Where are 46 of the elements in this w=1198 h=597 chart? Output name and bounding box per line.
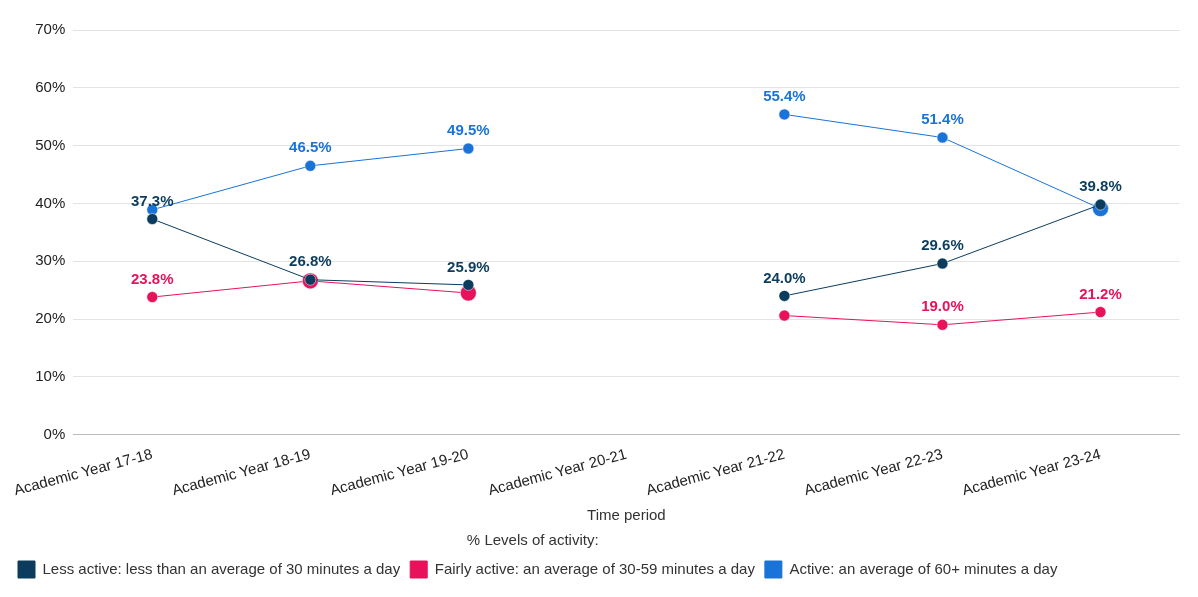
data-label: 19.0%	[921, 297, 964, 315]
y-tick-label: 10%	[35, 366, 66, 384]
data-label: 37.3%	[131, 191, 174, 209]
point	[778, 309, 791, 322]
point	[462, 279, 475, 291]
point	[1094, 198, 1107, 211]
point	[146, 213, 159, 225]
x-tick-label: Academic Year 19-20	[328, 444, 471, 499]
x-axis-title: Time period	[587, 506, 666, 524]
x-tick-label: Academic Year 18-19	[170, 444, 313, 499]
data-label: 24.0%	[763, 268, 806, 286]
data-label: 49.5%	[447, 121, 490, 139]
x-tick-label: Academic Year 23-24	[960, 444, 1103, 499]
data-label: 46.5%	[289, 138, 332, 156]
y-tick-label: 30%	[35, 251, 66, 269]
point	[936, 319, 949, 331]
y-tick-label: 20%	[35, 309, 66, 327]
y-tick-label: 70%	[35, 20, 66, 38]
point	[778, 108, 791, 121]
data-label: 51.4%	[921, 110, 964, 128]
point	[1094, 306, 1107, 318]
data-label: 39.8%	[1079, 177, 1122, 195]
data-label: 25.9%	[447, 257, 490, 275]
legend-label: Fairly active: an average of 30-59 minutes a day	[434, 559, 756, 577]
data-label: 55.4%	[763, 87, 806, 105]
x-tick-label: Academic Year 21-22	[644, 444, 787, 499]
data-label: 21.2%	[1079, 284, 1122, 302]
point	[304, 160, 317, 172]
y-tick-label: 60%	[35, 77, 66, 95]
legend-label: Active: an average of 60+ minutes a day	[789, 559, 1058, 577]
legend-title: % Levels of activity:	[466, 530, 599, 548]
legend-label: Less active: less than an average of 30 minutes a day	[42, 559, 401, 577]
point	[146, 291, 159, 303]
point	[936, 257, 949, 270]
data-label: 26.8%	[289, 252, 332, 270]
x-tick-label: Academic Year 20-21	[486, 444, 629, 499]
x-tick-label: Academic Year 22-23	[802, 444, 945, 499]
y-tick-label: 40%	[35, 193, 66, 211]
data-label: 29.6%	[921, 236, 964, 254]
point	[936, 131, 949, 144]
y-tick-label: 50%	[35, 135, 66, 153]
point	[462, 142, 475, 155]
y-tick-label: 0%	[43, 424, 66, 442]
x-tick-label: Academic Year 17-18	[11, 444, 155, 499]
point	[778, 290, 791, 302]
data-label: 23.8%	[131, 269, 174, 287]
